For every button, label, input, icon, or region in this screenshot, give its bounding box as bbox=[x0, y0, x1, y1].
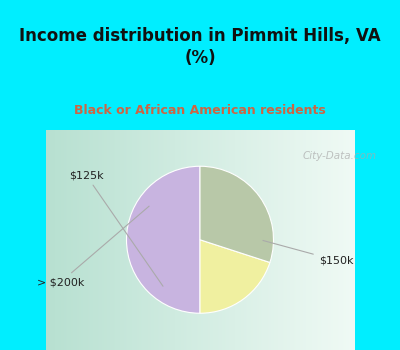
Text: Income distribution in Pimmit Hills, VA
(%): Income distribution in Pimmit Hills, VA … bbox=[19, 27, 381, 67]
Wedge shape bbox=[126, 166, 200, 313]
Wedge shape bbox=[200, 240, 270, 313]
Text: City-Data.com: City-Data.com bbox=[303, 151, 377, 161]
Text: $125k: $125k bbox=[69, 170, 163, 286]
Text: Black or African American residents: Black or African American residents bbox=[74, 104, 326, 117]
Text: $150k: $150k bbox=[263, 240, 353, 265]
Text: > $200k: > $200k bbox=[37, 206, 149, 287]
Wedge shape bbox=[200, 166, 274, 262]
